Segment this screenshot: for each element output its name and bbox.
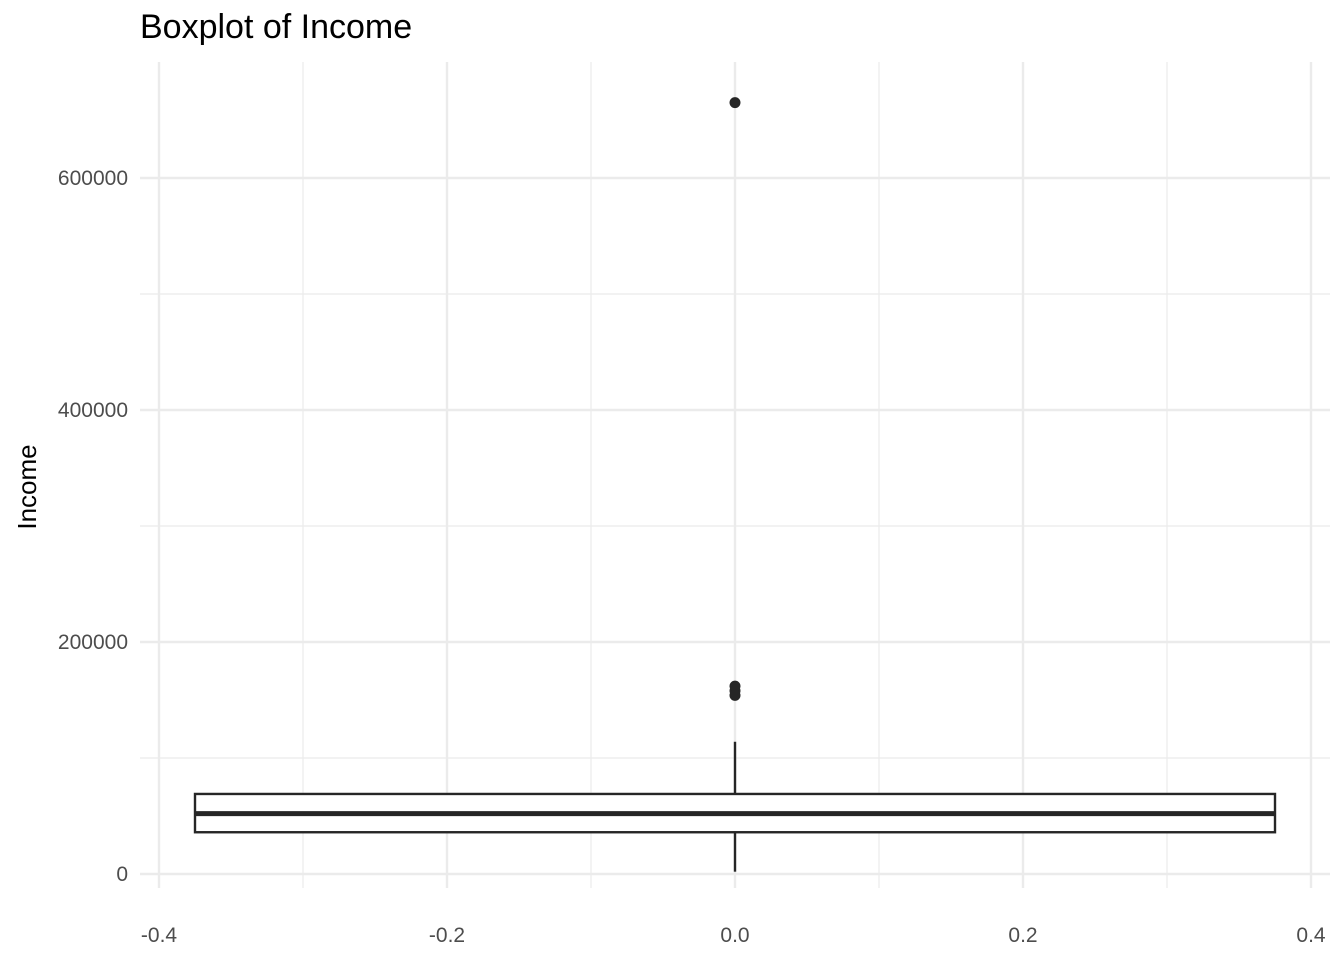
outlier-point <box>729 97 741 109</box>
x-tick-label: 0.0 <box>720 924 749 947</box>
x-tick-label: -0.2 <box>429 924 465 947</box>
y-tick-label: 0 <box>116 863 128 886</box>
boxplot-series <box>193 741 1277 872</box>
x-axis-ticks: -0.4 -0.2 0.0 0.2 0.4 <box>141 924 1326 947</box>
y-tick-label: 400000 <box>58 399 128 422</box>
x-tick-label: 0.4 <box>1296 924 1326 947</box>
y-tick-label: 600000 <box>58 167 128 190</box>
y-axis-ticks: 0 200000 400000 600000 <box>58 167 128 886</box>
x-tick-label: -0.4 <box>141 924 178 947</box>
outlier-point <box>729 680 741 692</box>
x-tick-label: 0.2 <box>1008 924 1037 947</box>
y-tick-label: 200000 <box>58 631 128 654</box>
outlier-points <box>729 97 741 701</box>
y-axis-title: Income <box>12 444 42 529</box>
chart-title: Boxplot of Income <box>140 8 413 46</box>
